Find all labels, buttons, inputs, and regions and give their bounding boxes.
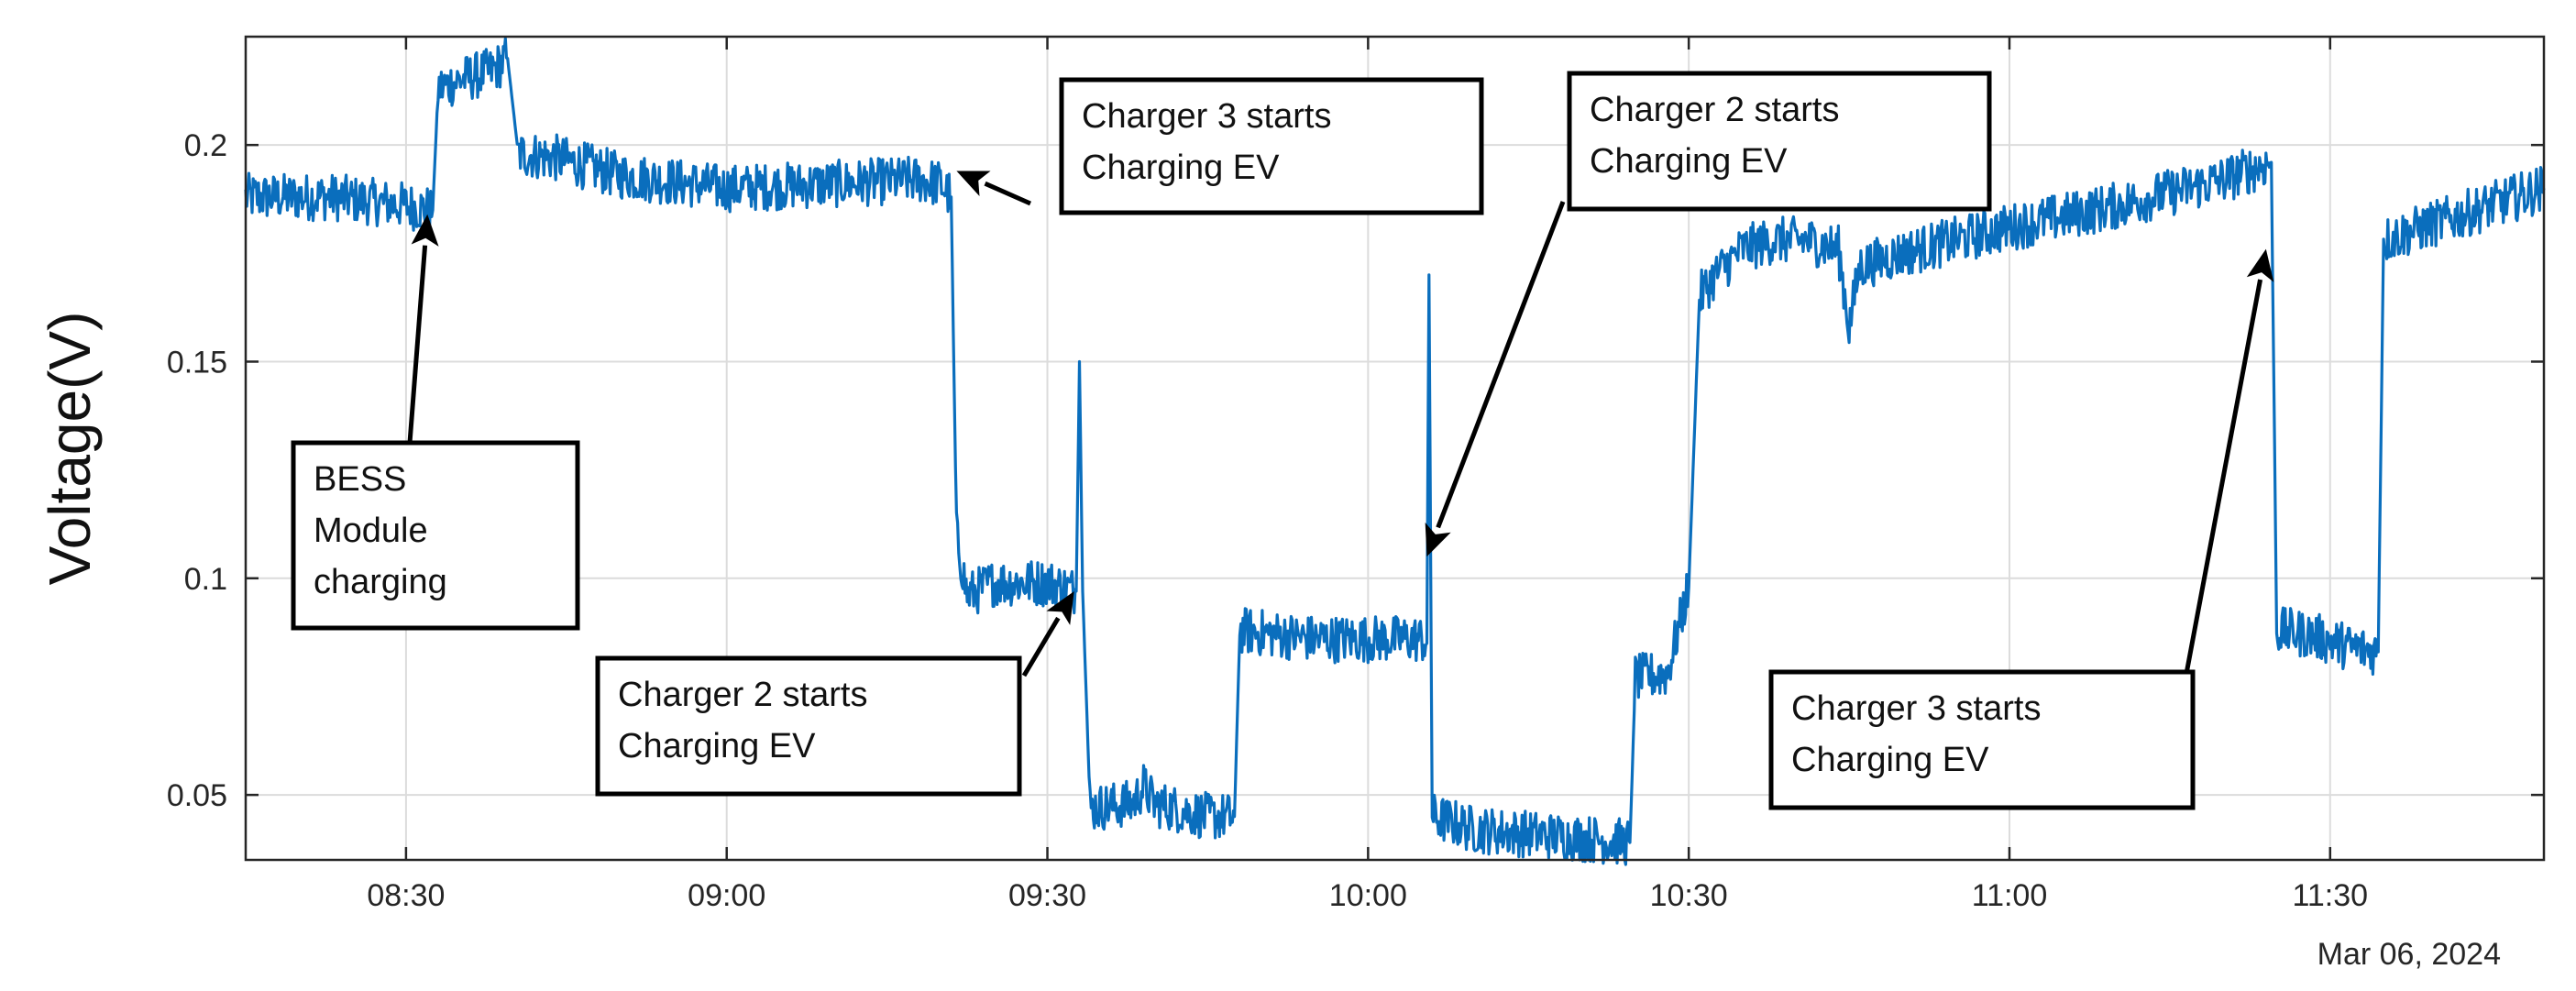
annotation-arrow-line xyxy=(984,181,1032,206)
annotation-arrow-line xyxy=(1436,201,1566,529)
annotation-text-line: Charger 2 starts xyxy=(1590,91,1839,129)
annotation: BESS Module charging xyxy=(291,214,580,631)
annotation-text-line: Charging EV xyxy=(1590,142,1788,181)
annotation-arrow-head xyxy=(411,214,439,247)
y-tick-label: 0.1 xyxy=(184,562,227,597)
y-axis-label: Voltage(V) xyxy=(37,312,103,586)
annotation-arrow-head xyxy=(1046,590,1074,625)
annotation-box xyxy=(291,440,580,631)
annotation-arrow-head xyxy=(956,171,991,196)
tick-layer: 08:30 09:00 09:30 10:00 10:30 11:00 11:30 0.05 0… xyxy=(167,37,2544,913)
annotation-arrow-line xyxy=(407,245,428,444)
annotation-text-line: Charger 2 starts xyxy=(618,676,867,714)
annotation-text-line: Charging EV xyxy=(1082,149,1280,187)
annotation-layer: BESS Module charging Charger 3 starts Chargi… xyxy=(291,71,2274,810)
x-axis-date-label: Mar 06, 2024 xyxy=(2317,937,2501,972)
annotation-arrow-head xyxy=(1425,523,1451,557)
y-tick-label: 0.2 xyxy=(184,128,227,163)
annotation: Charger 3 starts Charging EV xyxy=(1768,248,2274,810)
y-tick-label: 0.05 xyxy=(167,778,227,813)
grid xyxy=(246,37,2544,860)
x-tick-label: 10:30 xyxy=(1650,878,1728,913)
annotation: Charger 2 starts Charging EV xyxy=(595,590,1074,797)
annotation-text-line: Charger 3 starts xyxy=(1082,97,1331,136)
y-tick-label: 0.15 xyxy=(167,345,227,380)
series-layer xyxy=(244,37,2546,866)
x-tick-label: 08:30 xyxy=(367,878,445,913)
annotation-arrow-head xyxy=(2246,248,2274,282)
annotation-arrow-line xyxy=(1021,616,1061,677)
annotation: Charger 3 starts Charging EV xyxy=(956,77,1484,215)
annotation-text-line: Module xyxy=(314,512,428,550)
x-tick-label: 09:00 xyxy=(688,878,765,913)
annotation-text-line: Charging EV xyxy=(618,727,816,765)
annotation: Charger 2 starts Charging EV xyxy=(1425,71,1992,557)
x-tick-label: 11:00 xyxy=(1972,878,2048,913)
x-tick-label: 11:30 xyxy=(2293,878,2369,913)
annotation-box xyxy=(595,655,1022,797)
annotation-text-line: charging xyxy=(314,563,447,601)
annotation-box xyxy=(1059,77,1484,215)
annotation-text-line: Charging EV xyxy=(1791,741,1989,779)
annotation-arrow-line xyxy=(2184,279,2263,675)
annotation-text-line: BESS xyxy=(314,460,406,499)
voltage-series-line xyxy=(244,37,2546,866)
annotation-text-line: Charger 3 starts xyxy=(1791,689,2041,728)
annotation-box xyxy=(1567,71,1992,212)
annotation-box xyxy=(1768,669,2196,810)
plot-frame xyxy=(244,35,2546,862)
x-tick-label: 10:00 xyxy=(1329,878,1407,913)
x-tick-label: 09:30 xyxy=(1008,878,1086,913)
